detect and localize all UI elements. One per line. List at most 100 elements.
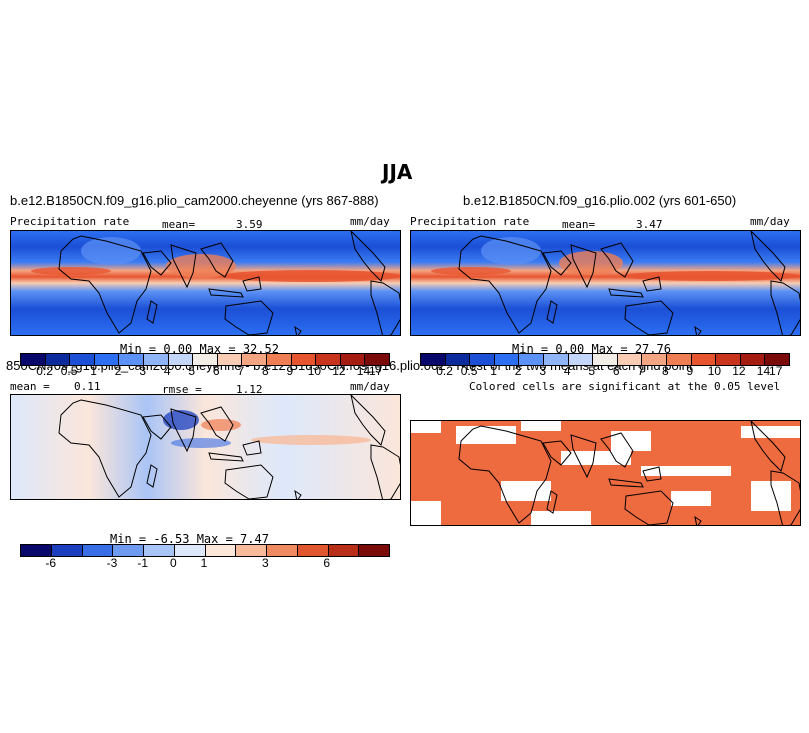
colorbar-cell [340,354,366,365]
colorbar-tick-label: 0.5 [60,364,78,378]
panel2-variable-label: Precipitation rate [410,215,530,228]
colorbar-cell [316,354,341,365]
colorbar-cell [82,545,114,556]
colorbar-tick-label: 4 [563,364,571,378]
colorbar-tick-label: 10 [307,364,322,378]
panel3-rmse-label: rmse = [162,383,202,396]
colorbar-cell [359,545,389,556]
panel3-units: mm/day [350,380,390,393]
panel4-map [410,420,801,526]
colorbar-cell [168,354,194,365]
colorbar-cell [445,354,471,365]
colorbar-tick-label: 6 [212,364,220,378]
colorbar-tick-label: 0.5 [460,364,478,378]
colorbar-cell [113,545,144,556]
panel2-map [410,230,801,336]
colorbar-tick-label: 2 [114,364,122,378]
colorbar-cell [70,354,95,365]
colorbar-tick-label: 3 [139,364,146,378]
colorbar3-minmax: Min = -6.53 Max = 7.47 [110,532,269,546]
colorbar-cell [543,354,569,365]
panel3-rmse-value: 1.12 [236,383,263,396]
colorbar-cell [297,545,329,556]
colorbar-cell [421,354,446,365]
panel2-title: b.e12.B1850CN.f09_g16.plio.002 (yrs 601-… [463,193,737,208]
colorbar-tick-label: 0.2 [36,364,53,378]
colorbar-tick-label: 5 [188,364,196,378]
colorbar-cell [205,545,237,556]
colorbar-cell [617,354,643,365]
colorbar-tick-label: 4 [163,364,171,378]
colorbar-cell [21,545,52,556]
colorbar-cell [568,354,594,365]
colorbar-cell [267,545,298,556]
colorbar-tick-label: 6 [612,364,620,378]
colorbar-tick-label: 8 [661,364,669,378]
colorbar-tick-label: -3 [106,556,118,570]
colorbar-tick-label: 8 [261,364,269,378]
colorbar-tick-label: 9 [686,364,694,378]
colorbar-tick-label: 14 [756,364,771,378]
colorbar-tick-label: 12 [332,364,346,378]
colorbar-cell [51,545,83,556]
colorbar-cell [94,354,120,365]
colorbar3-ticks: -6 -3 -1 0 1 3 6 [20,556,388,570]
colorbar-cell [217,354,243,365]
colorbar-tick-label: 7 [237,364,245,378]
colorbar-cell [242,354,267,365]
panel1-units: mm/day [350,215,390,228]
colorbar-cell [193,354,218,365]
colorbar-cell [21,354,46,365]
colorbar-cell [143,354,169,365]
colorbar-tick-label: 17 [369,364,383,378]
panel1-mean-value: 3.59 [236,218,263,231]
colorbar-cell [740,354,766,365]
colorbar-cell [174,545,206,556]
colorbar-tick-label: 5 [588,364,596,378]
colorbar-cell [119,354,144,365]
colorbar-tick-label: 14 [356,364,371,378]
panel1-variable-label: Precipitation rate [10,215,130,228]
colorbar-tick-label: 1 [90,364,97,378]
panel1-map [10,230,401,336]
colorbar-cell [365,354,389,365]
colorbar2 [420,353,790,366]
colorbar1-ticks: 0.2 0.5 1 2 3 4 5 6 7 8 9 10 12 14 17 [20,364,388,378]
colorbar-tick-label: 0 [169,556,177,570]
colorbar-tick-label: 1 [490,364,497,378]
colorbar-cell [519,354,544,365]
panel2-mean-label: mean= [562,218,596,231]
colorbar-tick-label: -1 [137,556,148,570]
colorbar-tick-label: -6 [45,556,56,570]
colorbar-tick-label: 10 [707,364,722,378]
colorbar1-minmax: Min = 0.00 Max = 32.52 [120,342,279,356]
colorbar-tick-label: 17 [769,364,783,378]
panel1-mean-label: mean= [162,218,196,231]
colorbar-tick-label: 12 [732,364,746,378]
panel2-mean-value: 3.47 [636,218,663,231]
colorbar-cell [691,354,717,365]
panel3-mean-value: 0.11 [74,380,101,393]
colorbar3 [20,544,390,557]
panel4-subtitle: Colored cells are significant at the 0.0… [469,380,781,393]
panel3-mean-label: mean = [10,380,50,393]
colorbar-cell [291,354,317,365]
colorbar-cell [470,354,495,365]
colorbar2-ticks: 0.2 0.5 1 2 3 4 5 6 7 8 9 10 12 14 17 [420,364,788,378]
colorbar-tick-label: 2 [514,364,522,378]
colorbar1 [20,353,390,366]
colorbar-cell [144,545,175,556]
colorbar-tick-label: 9 [286,364,294,378]
colorbar-cell [45,354,71,365]
colorbar-cell [236,545,267,556]
panel2-units: mm/day [750,215,790,228]
colorbar-tick-label: 1 [200,556,208,570]
colorbar-tick-label: 3 [261,556,269,570]
colorbar-cell [593,354,618,365]
colorbar-cell [494,354,520,365]
colorbar-cell [716,354,741,365]
colorbar-cell [266,354,292,365]
colorbar-cell [765,354,789,365]
colorbar-cell [328,545,360,556]
colorbar2-minmax: Min = 0.00 Max = 27.76 [512,342,671,356]
